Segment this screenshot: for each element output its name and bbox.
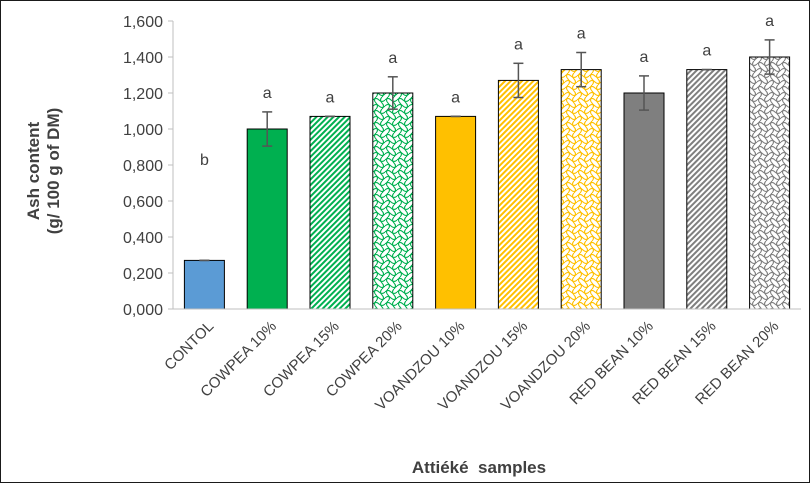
significance-letter: a	[263, 85, 272, 102]
bar-red-bean-20	[750, 57, 790, 309]
y-tick-label: 1,400	[123, 50, 163, 67]
significance-letter: a	[388, 50, 397, 67]
y-tick-label: 1,600	[123, 14, 163, 31]
y-tick-label: 0,800	[123, 158, 163, 175]
bars	[184, 57, 789, 309]
y-tick-label: 1,000	[123, 122, 163, 139]
bar-cowpea-15	[310, 116, 350, 309]
bar-voandzou-10	[436, 116, 476, 309]
bar-cowpea-20	[373, 93, 413, 309]
bar-red-bean-15	[687, 70, 727, 309]
bar-voandzou-20	[561, 70, 601, 309]
significance-letter: b	[200, 152, 209, 169]
bar-voandzou-15	[498, 80, 538, 309]
significance-letter: a	[640, 49, 649, 66]
y-tick-label: 0,200	[123, 266, 163, 283]
y-tick-label: 0,000	[123, 302, 163, 319]
bar-cowpea-10	[247, 129, 287, 309]
y-axis: 0,000 0,200 0,400 0,600 0,800 1,000 1,200 1,400…	[123, 14, 173, 319]
y-axis-title-line-1: Ash content	[24, 122, 43, 221]
significance-letter: a	[326, 89, 335, 106]
x-axis-title: Attiéké samples	[412, 458, 546, 477]
significance-letter: a	[702, 43, 711, 60]
y-tick-label: 1,200	[123, 86, 163, 103]
significance-letter: a	[577, 26, 586, 43]
y-tick-label: 0,400	[123, 230, 163, 247]
significance-letter: a	[765, 13, 774, 30]
bar-contol	[184, 260, 224, 309]
significance-letter: a	[451, 89, 460, 106]
y-tick-label: 0,600	[123, 194, 163, 211]
significance-letter: a	[514, 36, 523, 53]
y-axis-title-line-2: (g/ 100 g of DM)	[44, 108, 63, 235]
x-tick-label: CONTOL	[161, 318, 217, 374]
bar-red-bean-10	[624, 93, 664, 309]
